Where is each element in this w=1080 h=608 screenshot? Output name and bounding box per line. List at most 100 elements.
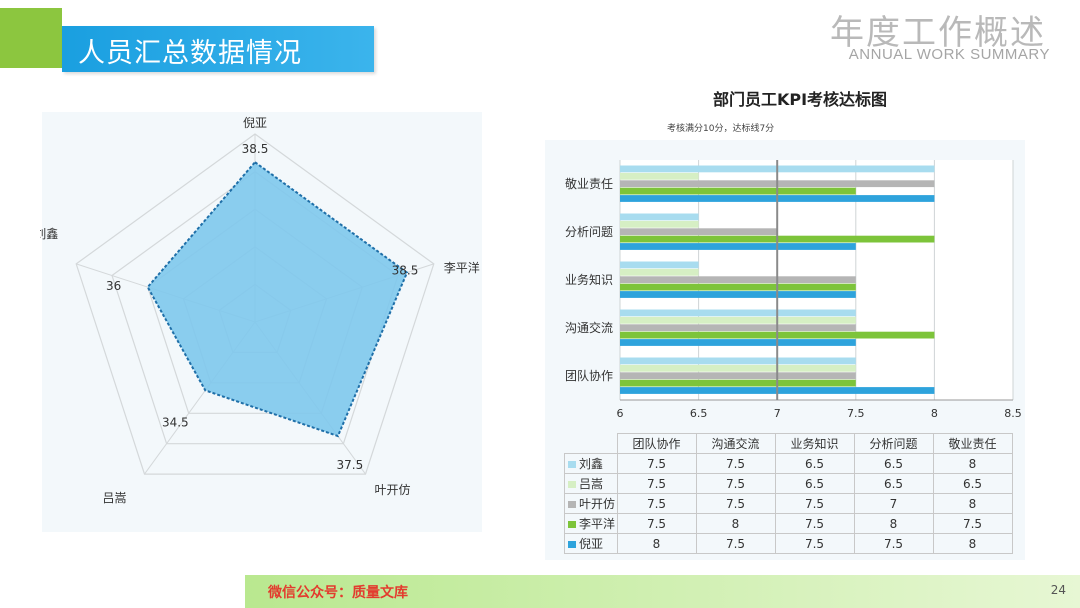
data-label: 34.5 — [162, 415, 189, 429]
col-header: 沟通交流 — [695, 433, 776, 454]
tick-label: 8 — [931, 407, 938, 420]
table-cell: 7.5 — [695, 473, 776, 494]
table-cell: 8 — [932, 493, 1013, 514]
table-corner — [564, 433, 618, 454]
col-header: 敬业责任 — [932, 433, 1013, 454]
chart-title: 部门员工KPI考核达标图 — [713, 90, 887, 109]
table-cell: 7.5 — [774, 533, 855, 554]
table-cell: 7.5 — [616, 453, 697, 474]
table-row: 吕嵩 7.5 7.5 6.5 6.5 6.5 — [564, 473, 1013, 494]
bar — [620, 172, 699, 180]
header-bar — [62, 26, 374, 72]
table-cell: 7.5 — [774, 513, 855, 534]
bar — [620, 339, 856, 346]
series-name: 刘鑫 — [579, 457, 604, 471]
bar — [620, 309, 856, 317]
corner-accent — [0, 8, 62, 68]
data-label: 36 — [106, 279, 121, 293]
tick-label: 6.5 — [690, 407, 708, 420]
table-cell: 8 — [932, 453, 1013, 474]
radar-area — [146, 160, 409, 438]
radar-ring — [75, 133, 435, 475]
bar — [620, 243, 856, 250]
bar — [620, 276, 856, 284]
table-cell: 7.5 — [853, 533, 934, 554]
category-label: 沟通交流 — [565, 320, 613, 335]
table-cell: 7.5 — [932, 513, 1013, 534]
series-name: 吕嵩 — [579, 477, 604, 491]
table-cell: 6.5 — [853, 473, 934, 494]
data-label: 37.5 — [337, 458, 364, 472]
category-label: 敬业责任 — [565, 177, 613, 191]
axis-label: 刘鑫 — [40, 226, 58, 241]
bar — [620, 291, 856, 298]
table-cell: 8 — [932, 533, 1013, 554]
bar — [620, 213, 699, 221]
data-label: 38.5 — [242, 142, 269, 156]
table-cell: 7.5 — [695, 493, 776, 514]
page-subtitle: ANNUAL WORK SUMMARY — [848, 46, 1050, 63]
tick-label: 7.5 — [847, 407, 865, 420]
table-cell: 7.5 — [695, 533, 776, 554]
footer-bar — [245, 575, 1080, 608]
bar — [620, 268, 699, 276]
table-cell: 6.5 — [774, 453, 855, 474]
bar-marks — [620, 160, 935, 400]
table-row: 刘鑫 7.5 7.5 6.5 6.5 8 — [564, 453, 1013, 474]
kpi-bar-chart: 部门员工KPI考核达标图 考核满分10分，达标线7分 团队协作 沟通交流 业务知识 分… — [565, 90, 1022, 420]
axis-label: 叶开仿 — [374, 483, 410, 497]
axis-label: 李平洋 — [444, 260, 480, 275]
bar — [620, 261, 699, 269]
legend-swatch — [568, 501, 576, 508]
col-header: 业务知识 — [774, 433, 855, 454]
bar — [620, 324, 856, 332]
radar-chart: 倪亚 38.5 李平洋 38.5 叶开仿 37.5 吕嵩 34.5 刘鑫 36 — [40, 116, 480, 505]
category-label: 分析问题 — [565, 225, 613, 239]
axis-label: 吕嵩 — [102, 491, 126, 505]
tick-label: 6 — [617, 407, 624, 420]
legend-swatch — [568, 461, 576, 468]
table-cell: 7.5 — [774, 493, 855, 514]
bar — [620, 228, 778, 236]
table-row: 叶开仿 7.5 7.5 7.5 7 8 — [564, 493, 1013, 514]
table-cell: 6.5 — [932, 473, 1013, 494]
page-number: 24 — [1050, 583, 1066, 597]
table-cell: 7.5 — [616, 473, 697, 494]
series-name: 李平洋 — [579, 517, 616, 531]
bar — [620, 316, 856, 324]
series-name: 叶开仿 — [579, 497, 616, 511]
data-label: 38.5 — [392, 264, 419, 278]
bar — [620, 372, 856, 380]
col-header: 团队协作 — [616, 433, 697, 454]
page-title: 年度工作概述 — [830, 13, 1046, 53]
table-cell: 6.5 — [774, 473, 855, 494]
table-cell: 7.5 — [616, 513, 697, 534]
legend-swatch — [568, 541, 576, 548]
legend-swatch — [568, 521, 576, 528]
legend-swatch — [568, 481, 576, 488]
table-cell: 7 — [853, 493, 934, 514]
bar — [620, 379, 856, 387]
table-row: 李平洋 7.5 8 7.5 8 7.5 — [564, 513, 1013, 534]
category-label: 团队协作 — [565, 368, 613, 383]
bar — [620, 357, 856, 365]
chart-subtitle: 考核满分10分，达标线7分 — [667, 122, 774, 134]
axis-label: 倪亚 — [243, 116, 267, 130]
bar — [620, 187, 856, 195]
section-title: 人员汇总数据情况 — [78, 38, 302, 69]
footer-text: 微信公众号：质量文库 — [268, 585, 408, 601]
bar — [620, 283, 856, 291]
category-label: 业务知识 — [565, 272, 613, 287]
table-cell: 7.5 — [616, 493, 697, 514]
table-cell: 8 — [853, 513, 934, 534]
table-cell: 8 — [695, 513, 776, 534]
table-cell: 6.5 — [853, 453, 934, 474]
col-header: 分析问题 — [853, 433, 934, 454]
bar — [620, 364, 856, 372]
series-name: 倪亚 — [579, 537, 604, 551]
table-cell: 8 — [616, 533, 697, 554]
table-cell: 7.5 — [695, 453, 776, 474]
data-table: 团队协作 沟通交流 业务知识 分析问题 敬业责任 刘鑫 7.5 7.5 6.5 … — [564, 433, 1013, 554]
tick-label: 7 — [774, 407, 781, 420]
bar — [620, 220, 699, 228]
